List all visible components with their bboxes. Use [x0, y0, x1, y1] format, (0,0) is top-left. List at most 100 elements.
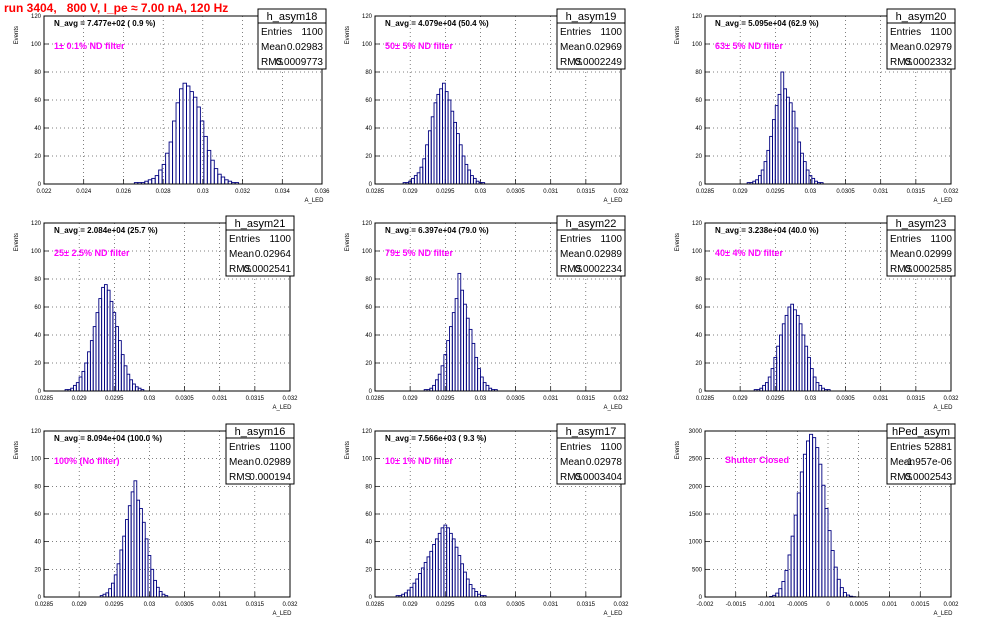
stat-label: Mean	[229, 249, 254, 260]
histogram-bin	[836, 578, 841, 598]
histogram-bin	[196, 106, 201, 185]
histogram-name: h_asym20	[896, 11, 947, 23]
y-tick-label: 100	[31, 249, 42, 255]
histogram-bin	[213, 168, 219, 185]
x-tick-label: 0.03	[805, 396, 817, 402]
histogram-bin	[147, 179, 153, 185]
plot-frame	[704, 430, 952, 598]
stat-value: 0.02979	[916, 42, 953, 53]
y-tick-label: 40	[34, 333, 41, 339]
stat-label: Mean	[560, 249, 585, 260]
stat-label: Mean	[261, 42, 286, 53]
histogram-bin	[217, 173, 222, 185]
y-tick-label: 60	[695, 98, 702, 104]
histogram-bin	[812, 437, 817, 598]
stats-box	[886, 8, 956, 70]
x-tick-label: 0.031	[212, 396, 228, 402]
y-axis-title: Events	[675, 26, 681, 44]
histogram-bin	[799, 471, 804, 598]
histogram-bin	[775, 592, 780, 598]
stat-label: RMS	[890, 264, 913, 275]
x-tick-label: 0.0005	[850, 602, 869, 608]
x-tick-label: 0.0305	[506, 189, 525, 195]
y-tick-label: 120	[31, 221, 42, 227]
stat-label: Mean	[890, 249, 915, 260]
y-tick-label: 120	[31, 429, 42, 435]
plot-frame	[43, 430, 291, 598]
histogram-bin	[787, 554, 792, 598]
y-tick-label: 100	[362, 42, 373, 48]
y-tick-label: 120	[362, 221, 373, 227]
x-tick-label: 0.0305	[506, 602, 525, 608]
y-axis-title: Events	[345, 441, 351, 459]
x-tick-label: 0.0315	[577, 602, 596, 608]
stat-value: 0.0002332	[905, 57, 953, 68]
y-tick-label: 20	[695, 154, 702, 160]
histogram-bin	[161, 163, 167, 185]
stat-label: RMS	[890, 472, 913, 483]
stat-value: 0.02989	[586, 249, 623, 260]
y-tick-label: 60	[34, 98, 41, 104]
y-axis-title: Events	[345, 26, 351, 44]
y-tick-label: 60	[695, 305, 702, 311]
y-tick-label: 40	[34, 126, 41, 132]
filter-label: Shutter Closed	[725, 455, 789, 465]
stat-value: 1100	[930, 234, 952, 245]
histogram-bin	[796, 492, 801, 598]
x-tick-label: 0.03	[475, 189, 487, 195]
x-tick-label: 0.031	[212, 602, 228, 608]
x-axis-title: A_LED	[272, 405, 292, 411]
y-tick-label: 40	[365, 126, 372, 132]
y-tick-label: 100	[31, 42, 42, 48]
histogram-bin	[203, 135, 208, 185]
x-tick-label: 0.029	[733, 396, 749, 402]
histogram-bin	[179, 88, 184, 185]
x-tick-label: 0.0285	[366, 602, 385, 608]
stats-box	[886, 423, 956, 485]
run-title: run 3404, 800 V, I_pe ≈ 7.00 nA, 120 Hz	[4, 1, 229, 15]
y-tick-label: 2500	[689, 457, 703, 463]
y-tick-label: 60	[34, 305, 41, 311]
x-tick-label: 0.0285	[366, 396, 385, 402]
y-tick-label: 500	[692, 567, 703, 573]
x-tick-label: 0.029	[403, 602, 419, 608]
histogram-name: hPed_asym	[892, 426, 950, 438]
y-tick-label: 0	[699, 595, 703, 601]
stat-label: Entries	[560, 442, 591, 453]
histogram-bin	[806, 440, 810, 598]
histogram-bin	[790, 535, 795, 598]
x-axis-title: A_LED	[603, 611, 623, 617]
filter-label: 25± 2.5% ND filter	[54, 248, 130, 258]
filter-label: 40± 4% ND filter	[715, 248, 783, 258]
stat-label: Mean	[890, 457, 915, 468]
x-axis-title: A_LED	[272, 611, 292, 617]
plot-frame	[704, 15, 952, 185]
y-tick-label: 20	[365, 567, 372, 573]
x-tick-label: 0.0295	[436, 602, 455, 608]
x-tick-label: 0.034	[275, 189, 291, 195]
y-tick-label: 60	[365, 305, 372, 311]
y-tick-label: 80	[365, 70, 372, 76]
stat-label: Entries	[890, 234, 921, 245]
y-tick-label: 120	[692, 221, 703, 227]
x-tick-label: 0.0295	[105, 396, 124, 402]
x-tick-label: 0.0315	[907, 396, 926, 402]
y-axis-title: Events	[675, 441, 681, 459]
x-tick-label: 0.032	[282, 602, 298, 608]
y-tick-label: 80	[695, 70, 702, 76]
n-avg-annotation: N_avg = 6.397e+04 (79.0 %)	[385, 226, 489, 235]
y-tick-label: 40	[695, 126, 702, 132]
y-tick-label: 80	[365, 484, 372, 490]
y-tick-label: 60	[365, 512, 372, 518]
y-tick-label: 100	[692, 249, 703, 255]
x-tick-label: 0.0295	[105, 602, 124, 608]
y-axis-title: Events	[14, 441, 20, 459]
histogram-bin	[830, 550, 835, 598]
x-tick-label: 0.032	[943, 396, 959, 402]
y-tick-label: 40	[365, 333, 372, 339]
y-tick-label: 20	[34, 567, 41, 573]
histogram-bin	[784, 569, 789, 598]
stats-box	[886, 215, 956, 277]
x-tick-label: 0.0305	[506, 396, 525, 402]
stat-label: Entries	[261, 27, 292, 38]
